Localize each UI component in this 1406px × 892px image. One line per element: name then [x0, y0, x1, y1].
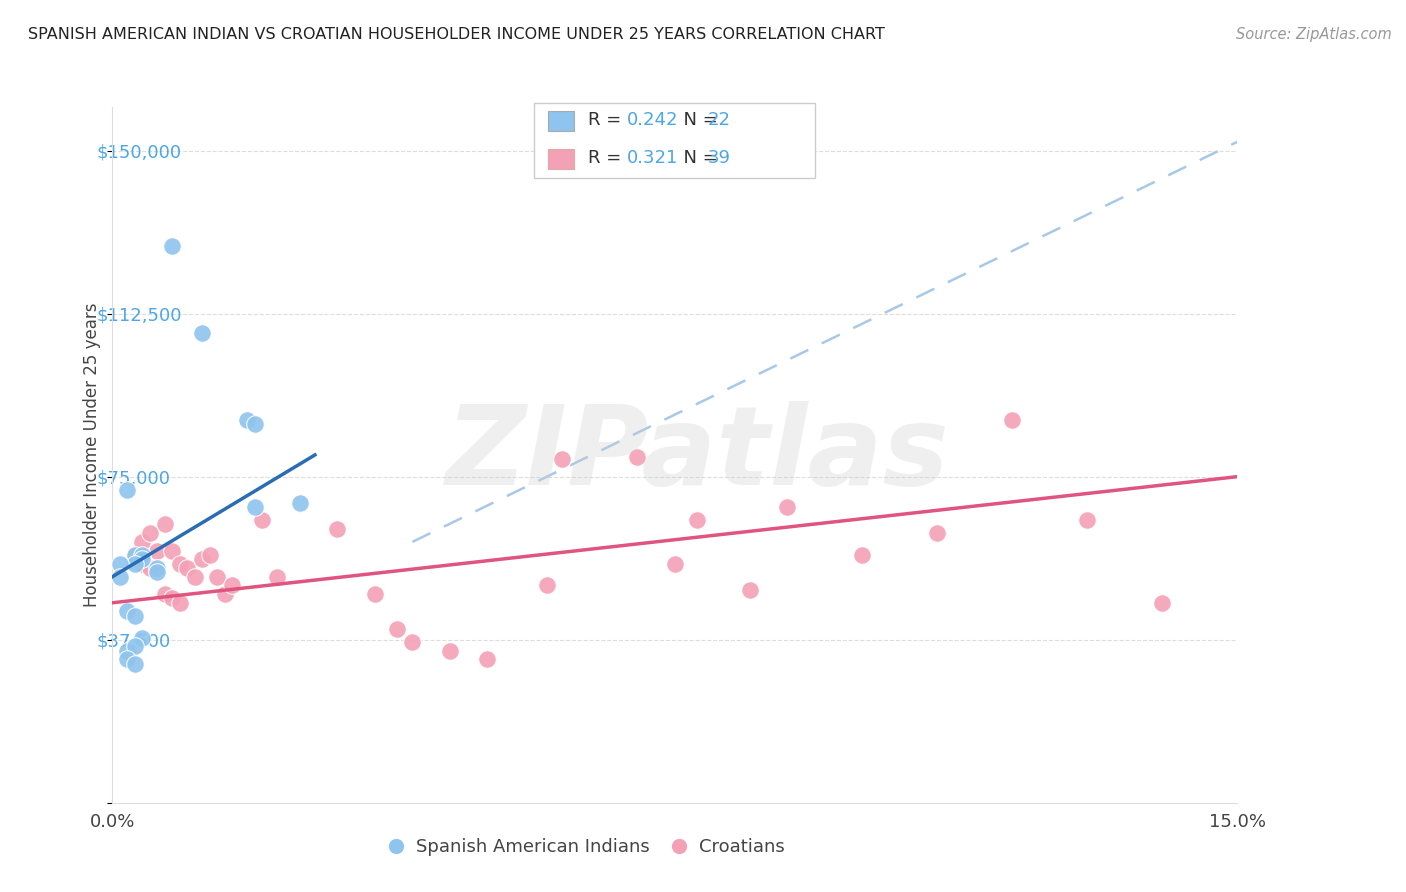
Point: [1152, 596, 1174, 610]
Point: [551, 452, 574, 467]
Point: [139, 526, 162, 541]
Point: [124, 548, 146, 562]
Point: [131, 552, 153, 566]
Text: R =: R =: [588, 149, 633, 167]
Text: 39: 39: [707, 149, 730, 167]
Text: R =: R =: [588, 112, 627, 129]
Point: [536, 578, 558, 592]
Text: N =: N =: [672, 112, 724, 129]
Point: [288, 496, 311, 510]
Point: [738, 582, 761, 597]
Text: 22: 22: [707, 112, 730, 129]
Point: [169, 557, 191, 571]
Point: [686, 513, 709, 527]
Point: [191, 552, 214, 566]
Point: [236, 413, 259, 427]
Point: [169, 596, 191, 610]
Point: [184, 570, 207, 584]
Point: [207, 570, 229, 584]
Point: [252, 513, 274, 527]
Point: [117, 643, 139, 657]
Point: [326, 522, 349, 536]
Point: [776, 500, 799, 514]
Y-axis label: Householder Income Under 25 years: Householder Income Under 25 years: [83, 302, 101, 607]
Text: Source: ZipAtlas.com: Source: ZipAtlas.com: [1236, 27, 1392, 42]
Point: [1076, 513, 1098, 527]
Point: [1001, 413, 1024, 427]
Point: [108, 570, 131, 584]
Text: ZIPatlas: ZIPatlas: [446, 401, 949, 508]
Point: [131, 534, 153, 549]
Point: [198, 548, 221, 562]
Point: [139, 561, 162, 575]
Point: [146, 566, 169, 580]
Point: [146, 561, 169, 575]
Point: [927, 526, 949, 541]
Point: [131, 631, 153, 645]
Point: [191, 326, 214, 340]
Point: [243, 417, 266, 432]
Point: [439, 643, 461, 657]
Legend: Spanish American Indians, Croatians: Spanish American Indians, Croatians: [378, 831, 792, 863]
Point: [153, 517, 176, 532]
Point: [851, 548, 873, 562]
Point: [162, 239, 184, 253]
Point: [124, 657, 146, 671]
Point: [131, 557, 153, 571]
Point: [117, 605, 139, 619]
Point: [266, 570, 288, 584]
Point: [664, 557, 686, 571]
Point: [176, 561, 198, 575]
Point: [131, 548, 153, 562]
Text: 0.321: 0.321: [627, 149, 679, 167]
Point: [117, 652, 139, 666]
Text: 0.242: 0.242: [627, 112, 679, 129]
Point: [124, 548, 146, 562]
Point: [214, 587, 236, 601]
Point: [108, 557, 131, 571]
Point: [117, 483, 139, 497]
Point: [153, 587, 176, 601]
Point: [124, 608, 146, 623]
Point: [387, 622, 409, 636]
Text: N =: N =: [672, 149, 724, 167]
Point: [124, 639, 146, 653]
Point: [162, 543, 184, 558]
Point: [221, 578, 243, 592]
Point: [243, 500, 266, 514]
Point: [626, 450, 648, 464]
Point: [162, 591, 184, 606]
Point: [124, 557, 146, 571]
Point: [146, 543, 169, 558]
Point: [364, 587, 387, 601]
Point: [477, 652, 499, 666]
Point: [401, 635, 423, 649]
Text: SPANISH AMERICAN INDIAN VS CROATIAN HOUSEHOLDER INCOME UNDER 25 YEARS CORRELATIO: SPANISH AMERICAN INDIAN VS CROATIAN HOUS…: [28, 27, 884, 42]
